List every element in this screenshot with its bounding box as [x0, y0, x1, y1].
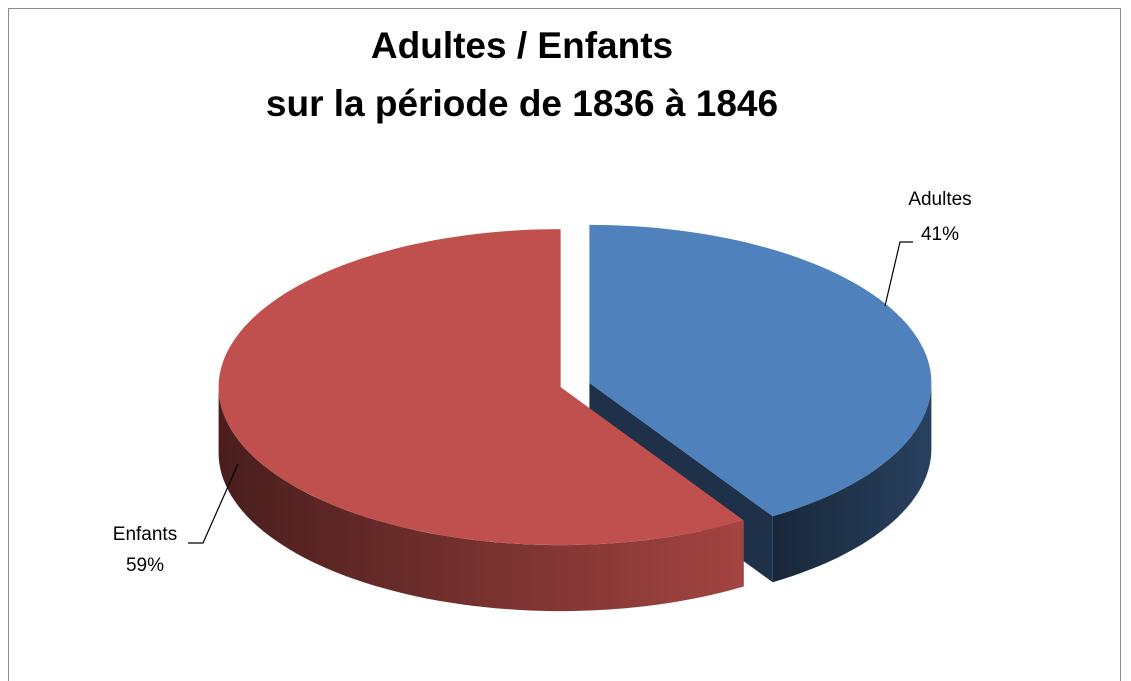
- pie-layer: [218, 224, 932, 546]
- slice: [589, 224, 932, 517]
- chart-title: sur la période de 1836 à 1846: [266, 83, 778, 124]
- leader-line: [188, 463, 239, 544]
- slice-wall: [772, 382, 932, 583]
- chart-title: Adultes / Enfants: [371, 25, 673, 66]
- leader-line: [884, 241, 913, 307]
- pie-layer: [218, 382, 932, 612]
- data-label-value: 41%: [921, 224, 959, 245]
- slice-wall: [218, 387, 744, 612]
- data-label-category: Adultes: [908, 189, 971, 210]
- data-label-category: Enfants: [113, 524, 177, 545]
- slice: [218, 229, 744, 546]
- data-label-value: 59%: [126, 555, 164, 576]
